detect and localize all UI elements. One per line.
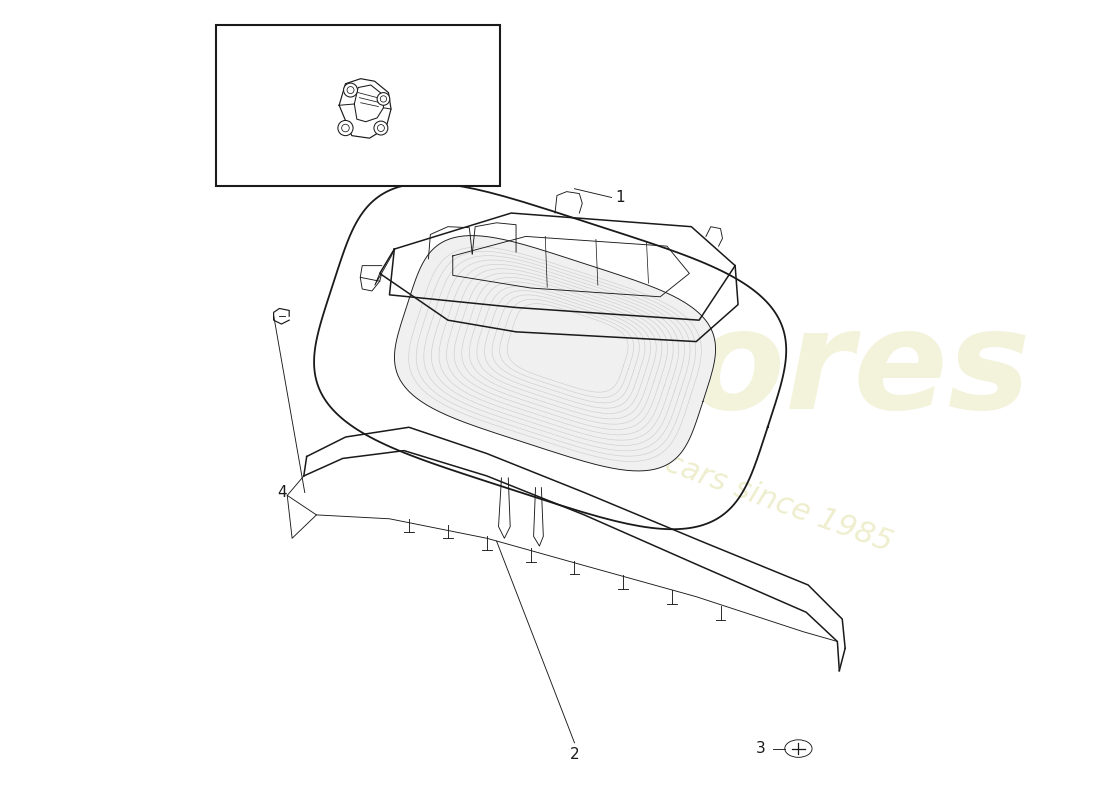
Circle shape [346,86,354,94]
Text: 4: 4 [277,485,287,500]
Text: 2: 2 [570,746,580,762]
Polygon shape [395,236,715,471]
Circle shape [374,121,388,135]
Circle shape [343,83,358,97]
Circle shape [377,93,389,106]
Bar [217,25,500,186]
Text: 1: 1 [615,190,625,205]
Text: eurores: eurores [429,303,1032,438]
Text: a passion for cars since 1985: a passion for cars since 1985 [466,378,896,558]
Text: 3: 3 [756,741,766,756]
Ellipse shape [784,740,812,758]
Circle shape [338,121,353,136]
Circle shape [342,124,350,132]
Circle shape [381,96,386,102]
Circle shape [377,125,384,131]
